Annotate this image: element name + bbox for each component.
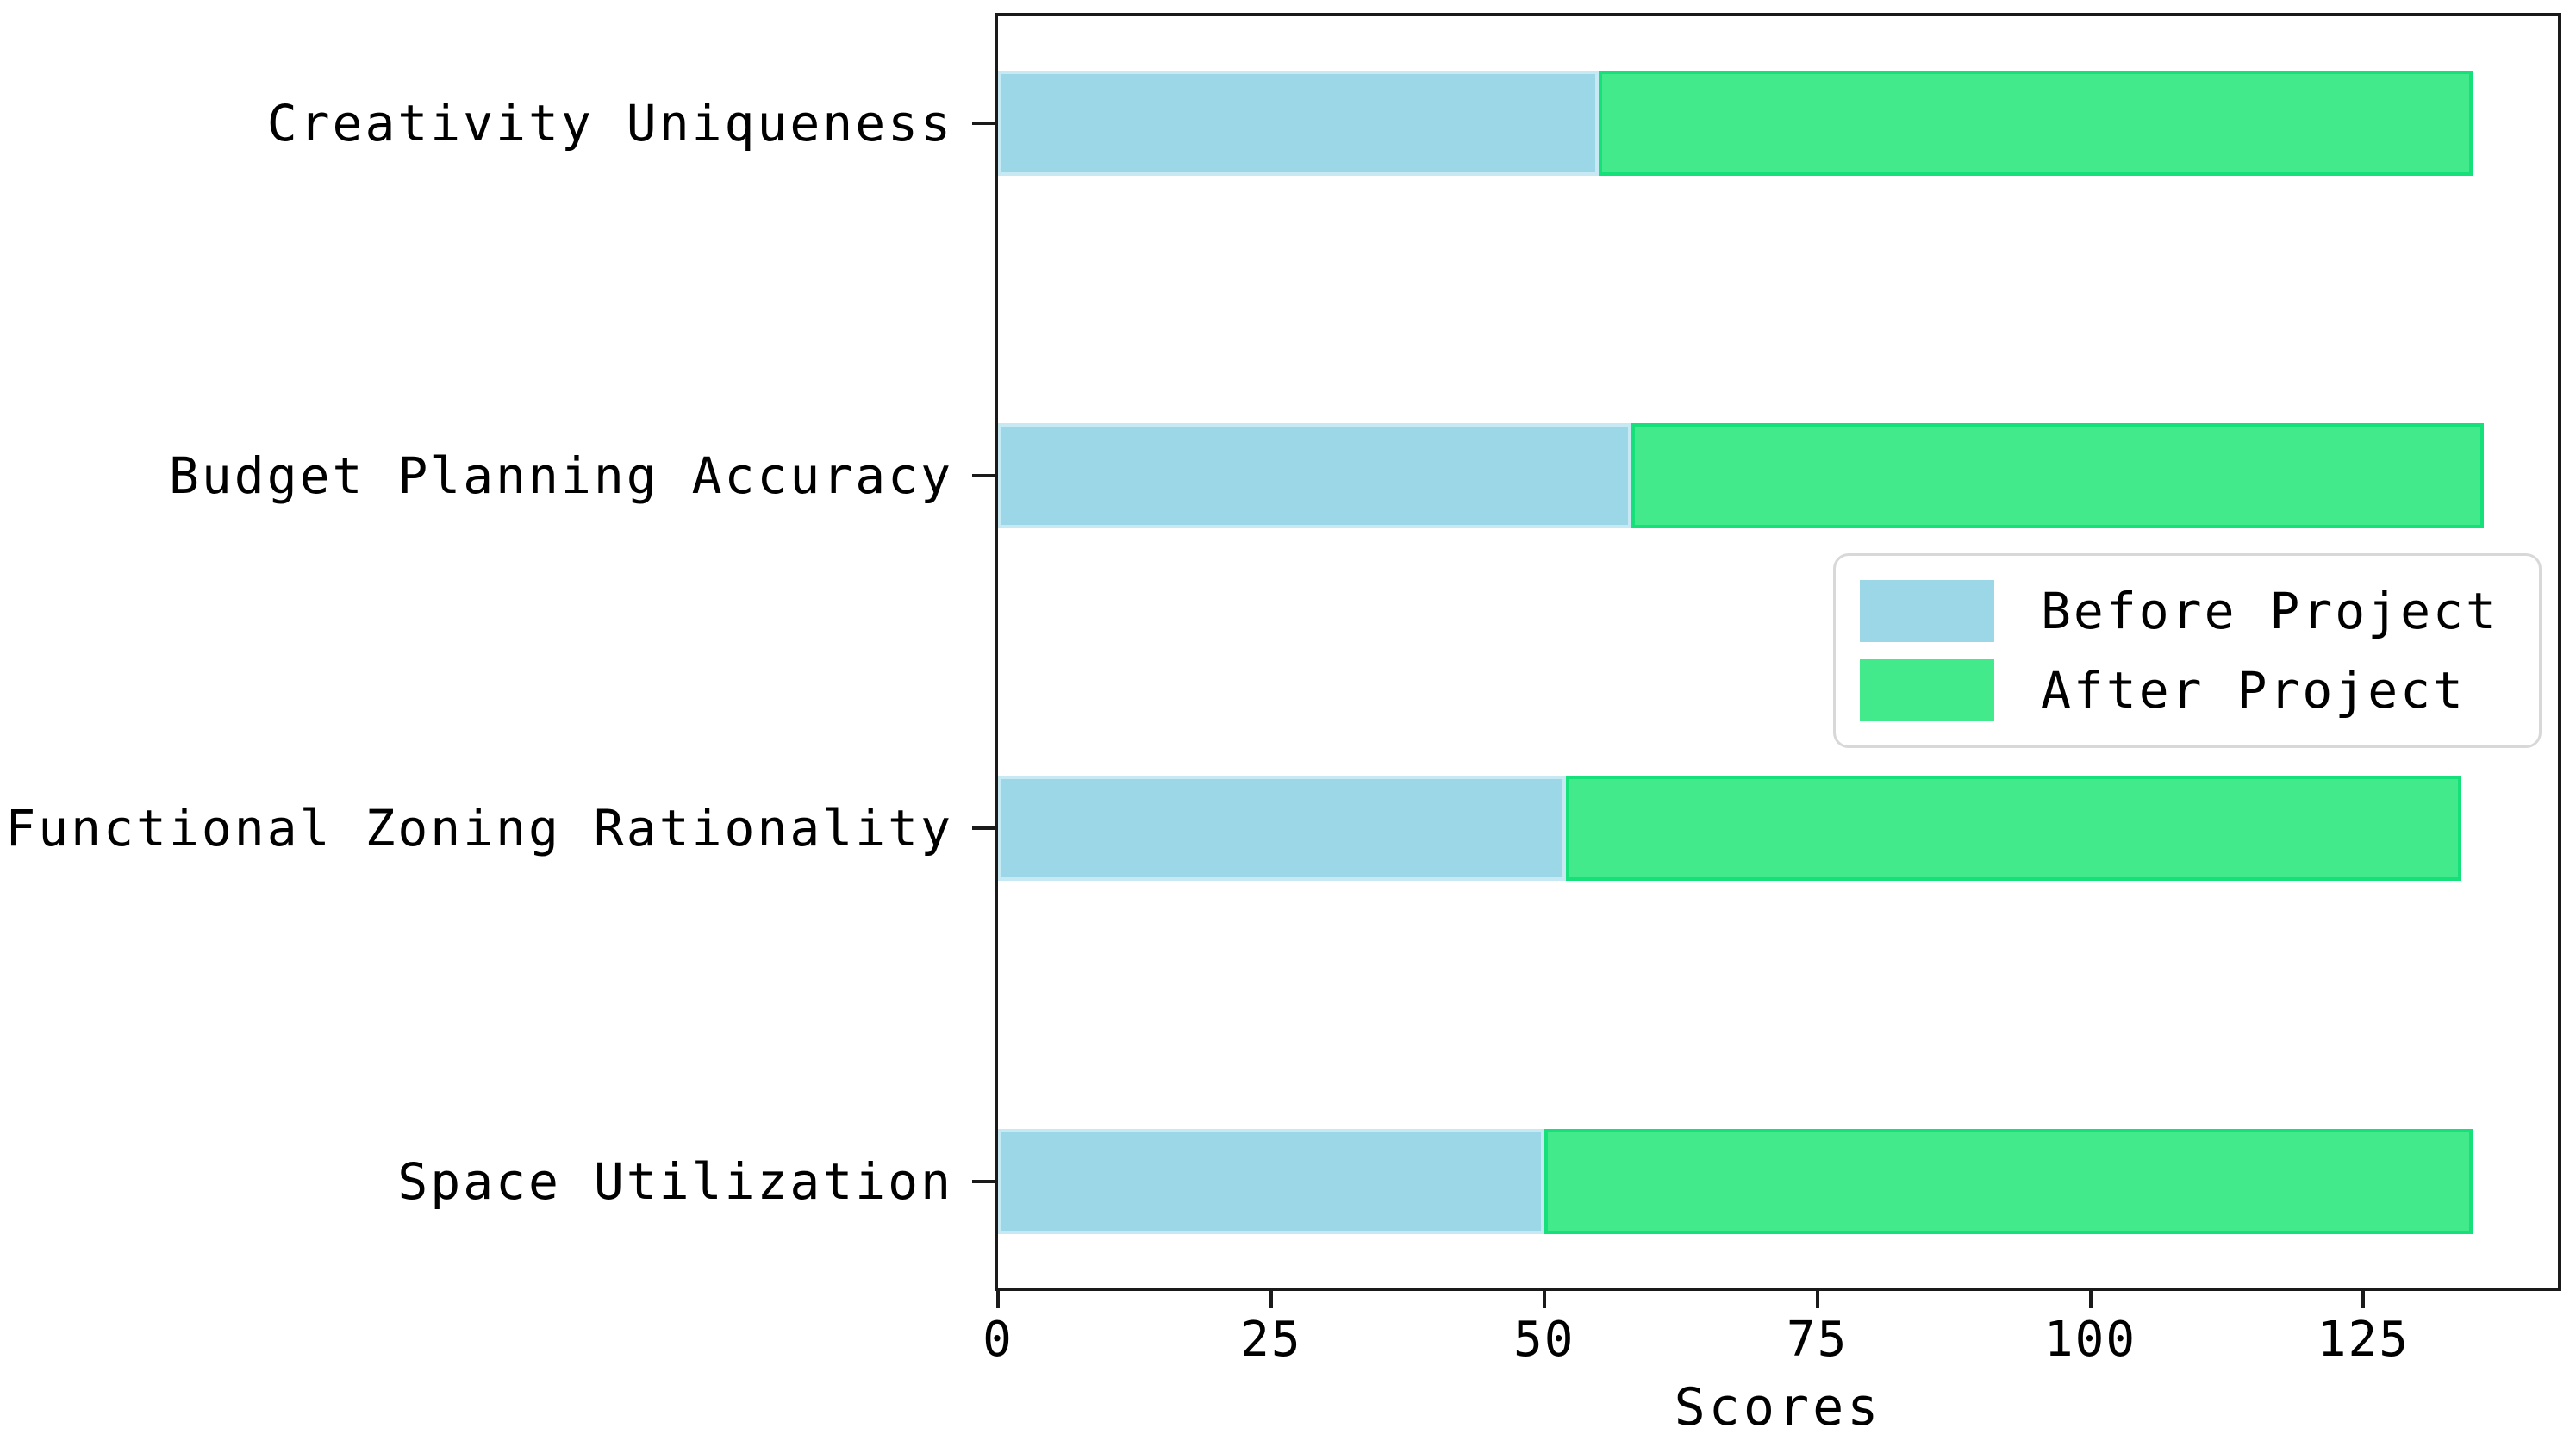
x-axis-label: Scores — [1674, 1377, 1882, 1438]
legend-item-after-project: After Project — [1860, 659, 2539, 721]
bar-budget-planning-accuracy — [998, 422, 2558, 528]
x-tick-label: 0 — [982, 1312, 1014, 1368]
legend: Before Project After Project — [1833, 553, 2542, 748]
legend-swatch-before-project — [1860, 580, 1994, 642]
bar-segment-after-project — [1544, 1128, 2473, 1234]
y-tick-label-space-utilization: Space Utilization — [397, 1151, 953, 1211]
bar-segment-before-project — [998, 422, 1632, 528]
x-tick-label: 75 — [1786, 1312, 1849, 1368]
legend-item-before-project: Before Project — [1860, 580, 2539, 642]
y-tick-mark — [972, 1179, 995, 1183]
y-tick-mark — [972, 826, 995, 831]
bar-creativity-uniqueness — [998, 70, 2558, 176]
bar-segment-before-project — [998, 1128, 1544, 1234]
y-tick-mark — [972, 473, 995, 477]
y-tick-mark — [972, 121, 995, 125]
x-tick-mark — [1542, 1291, 1546, 1308]
bar-functional-zoning-rationality — [998, 776, 2558, 882]
bar-space-utilization — [998, 1128, 2558, 1234]
x-tick-label: 25 — [1240, 1312, 1302, 1368]
x-tick-label: 125 — [2317, 1312, 2410, 1368]
legend-swatch-after-project — [1860, 659, 1994, 721]
legend-label-before-project: Before Project — [2041, 582, 2498, 640]
x-tick-label: 100 — [2043, 1312, 2137, 1368]
x-tick-mark — [996, 1291, 1000, 1308]
y-tick-label-creativity-uniqueness: Creativity Uniqueness — [266, 93, 953, 153]
x-tick-mark — [1815, 1291, 1819, 1308]
bar-segment-after-project — [1599, 70, 2473, 176]
bar-segment-after-project — [1631, 422, 2484, 528]
x-tick-mark — [2361, 1291, 2366, 1308]
bar-segment-after-project — [1566, 776, 2462, 882]
y-tick-label-functional-zoning-rationality: Functional Zoning Rationality — [5, 799, 953, 858]
bar-segment-before-project — [998, 776, 1567, 882]
x-tick-mark — [2088, 1291, 2093, 1308]
y-tick-label-budget-planning-accuracy: Budget Planning Accuracy — [168, 446, 953, 505]
legend-label-after-project: After Project — [2041, 661, 2466, 720]
x-tick-mark — [1269, 1291, 1273, 1308]
bar-segment-before-project — [998, 70, 1600, 176]
x-tick-label: 50 — [1513, 1312, 1575, 1368]
